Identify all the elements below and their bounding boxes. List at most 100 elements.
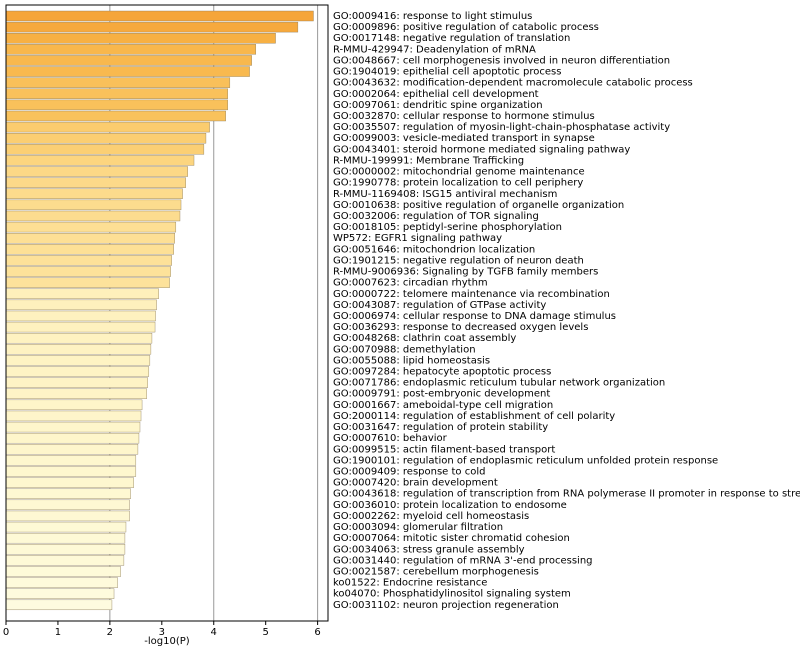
category-label: GO:0000722: telomere maintenance via rec…	[333, 289, 610, 300]
category-label: GO:0007064: mitotic sister chromatid coh…	[333, 533, 570, 544]
category-label: GO:0055088: lipid homeostasis	[333, 355, 490, 366]
bar	[5, 399, 143, 411]
bar	[5, 555, 125, 566]
category-label: GO:0035507: regulation of myosin-light-c…	[333, 122, 670, 133]
bar	[5, 488, 131, 499]
category-label: GO:0043618: regulation of transcription …	[333, 489, 800, 500]
bar	[5, 455, 137, 466]
bar	[5, 177, 186, 188]
bar	[5, 232, 175, 244]
category-label: R-MMU-1169408: ISG15 antiviral mechanism	[333, 189, 557, 200]
category-label: GO:0048268: clathrin coat assembly	[333, 333, 516, 344]
category-label: GO:0032006: regulation of TOR signaling	[333, 211, 539, 222]
category-label: GO:0001667: ameboidal-type cell migratio…	[333, 400, 553, 411]
category-label: GO:0003094: glomerular filtration	[333, 522, 503, 533]
category-label: GO:1901215: negative regulation of neuro…	[333, 255, 584, 266]
bar	[5, 588, 115, 599]
bar	[5, 155, 195, 166]
bar	[5, 199, 182, 211]
bar	[5, 188, 183, 199]
bar	[5, 499, 130, 511]
category-label: GO:0010638: positive regulation of organ…	[333, 200, 624, 211]
x-tick-label: 2	[107, 627, 113, 638]
category-label: R-MMU-429947: Deadenylation of mRNA	[333, 44, 536, 55]
bar	[5, 133, 207, 144]
bar	[5, 221, 177, 233]
bar	[5, 366, 150, 377]
category-label: R-MMU-199991: Membrane Trafficking	[333, 155, 524, 166]
category-label: GO:0007623: circadian rhythm	[333, 278, 488, 289]
category-label: GO:0043087: regulation of GTPase activit…	[333, 300, 546, 311]
bar	[5, 99, 228, 111]
bar	[5, 466, 137, 477]
category-label: GO:0051646: mitochondrion localization	[333, 244, 535, 255]
bar	[5, 77, 231, 88]
bar	[5, 288, 159, 299]
category-label: GO:2000114: regulation of establishment …	[333, 411, 615, 422]
x-tick-label: 1	[55, 627, 61, 638]
bar	[5, 166, 188, 177]
category-label: GO:0021587: cerebellum morphogenesis	[333, 567, 539, 578]
category-label: ko04070: Phosphatidylinositol signaling …	[333, 589, 571, 600]
category-label: GO:0070988: demethylation	[333, 344, 476, 355]
category-label: GO:1990778: protein localization to cell…	[333, 178, 583, 189]
category-label: GO:0036293: response to decreased oxygen…	[333, 322, 588, 333]
bar	[5, 21, 299, 33]
bar	[5, 388, 147, 399]
x-tick-label: 6	[314, 627, 320, 638]
bar	[5, 33, 276, 44]
bar	[5, 432, 140, 444]
bar	[5, 266, 171, 277]
category-label: GO:0009896: positive regulation of catab…	[333, 22, 599, 33]
bar	[5, 521, 127, 533]
bar	[5, 321, 156, 333]
category-label: GO:0071786: endoplasmic reticulum tubula…	[333, 378, 665, 389]
category-label: GO:0043632: modification-dependent macro…	[333, 78, 693, 89]
category-label: GO:0099003: vesicle-mediated transport i…	[333, 133, 595, 144]
bar	[5, 532, 126, 544]
bar	[5, 599, 113, 611]
bar	[5, 410, 142, 422]
bar	[5, 566, 121, 577]
bar	[5, 88, 228, 99]
category-label: GO:0097061: dendritic spine organization	[333, 100, 543, 111]
x-tick-label: 4	[211, 627, 217, 638]
x-tick-label: 5	[262, 627, 268, 638]
bar	[5, 144, 205, 155]
category-label: WP572: EGFR1 signaling pathway	[333, 233, 502, 244]
bar	[5, 121, 210, 133]
bar	[5, 277, 170, 288]
bar	[5, 299, 157, 311]
category-label: GO:0031102: neuron projection regenerati…	[333, 600, 559, 611]
category-label: GO:0002262: myeloid cell homeostasis	[333, 511, 529, 522]
category-label: GO:0009791: post-embryonic development	[333, 389, 550, 400]
category-label: GO:0031440: regulation of mRNA 3'-end pr…	[333, 555, 593, 566]
category-label: GO:0018105: peptidyl-serine phosphorylat…	[333, 222, 562, 233]
category-label: GO:0007610: behavior	[333, 433, 448, 444]
category-label: GO:0007420: brain development	[333, 478, 498, 489]
bar	[5, 244, 174, 255]
category-label: GO:0099515: actin filament-based transpo…	[333, 444, 555, 455]
bar	[5, 544, 126, 555]
bar	[5, 110, 226, 122]
bar	[5, 55, 252, 66]
bar	[5, 332, 153, 344]
bar	[5, 355, 151, 366]
bar	[5, 66, 250, 77]
category-label: GO:1904019: epithelial cell apoptotic pr…	[333, 67, 561, 78]
bar	[5, 377, 148, 388]
x-tick-label: 0	[3, 627, 9, 638]
bar	[5, 444, 139, 455]
category-label: GO:0034063: stress granule assembly	[333, 544, 525, 555]
category-label: R-MMU-9006936: Signaling by TGFB family …	[333, 267, 598, 278]
bar	[5, 310, 156, 322]
category-label: GO:0002064: epithelial cell development	[333, 89, 539, 100]
category-label: GO:0000002: mitochondrial genome mainten…	[333, 167, 585, 178]
category-label: GO:0036010: protein localization to endo…	[333, 500, 567, 511]
category-label: GO:0048667: cell morphogenesis involved …	[333, 55, 670, 66]
x-tick-label: 3	[159, 627, 165, 638]
category-label: GO:0043401: steroid hormone mediated sig…	[333, 144, 630, 155]
bar	[5, 210, 181, 222]
bar	[5, 421, 141, 433]
